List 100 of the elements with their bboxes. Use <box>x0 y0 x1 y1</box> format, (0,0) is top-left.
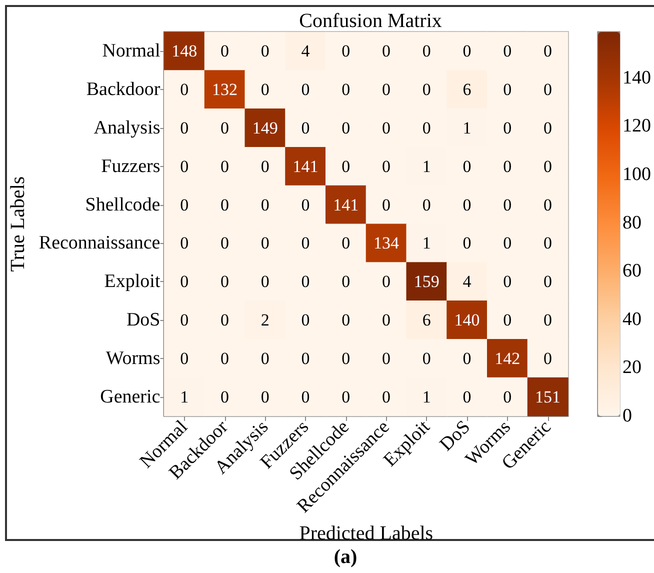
data-label: 0 <box>220 387 230 406</box>
color-bar-label: 0 <box>622 406 632 426</box>
data-label: 0 <box>382 156 391 176</box>
data-label: 0 <box>382 195 391 214</box>
data-label: 141 <box>333 195 359 214</box>
data-label: 0 <box>503 118 512 138</box>
chart-title: Confusion Matrix <box>299 10 442 32</box>
data-label: 4 <box>462 272 472 292</box>
text: (a) <box>334 546 358 568</box>
data-label: 0 <box>503 156 512 176</box>
data-label: 0 <box>503 387 512 406</box>
data-label: 0 <box>544 42 552 61</box>
data-label: 0 <box>462 195 472 214</box>
data-label: 0 <box>382 118 391 138</box>
data-label: 1 <box>462 118 472 138</box>
color-bar-label: 20 <box>622 357 642 378</box>
data-label: 0 <box>382 348 391 368</box>
data-label: 0 <box>503 234 512 253</box>
data-label: 0 <box>260 272 270 292</box>
data-label: 0 <box>260 234 270 253</box>
data-label: 0 <box>180 234 189 253</box>
data-label: 0 <box>382 310 391 330</box>
data-label: 0 <box>503 42 512 61</box>
data-label: 0 <box>382 387 391 406</box>
data-label: 1 <box>422 234 431 253</box>
data-label: 0 <box>544 348 552 368</box>
data-label: 0 <box>301 234 310 253</box>
data-label: 0 <box>342 387 350 406</box>
data-label: 159 <box>414 272 440 292</box>
data-label: 0 <box>462 42 472 61</box>
data-label: 0 <box>301 348 310 368</box>
y-tick-label: Exploit <box>104 271 161 292</box>
data-label: 0 <box>260 195 270 214</box>
y-tick-label: Shellcode <box>85 194 160 216</box>
data-label: 0 <box>220 118 230 138</box>
data-label: 141 <box>292 156 318 176</box>
color-bar-label: 80 <box>622 212 642 234</box>
data-label: 0 <box>180 118 189 138</box>
data-label: 0 <box>342 118 350 138</box>
data-label: 0 <box>544 195 552 214</box>
color-bar-label: 120 <box>622 116 651 137</box>
data-label: 6 <box>462 80 472 100</box>
color-bar-label: 140 <box>622 67 651 88</box>
data-label: 0 <box>301 80 310 100</box>
data-label: 0 <box>462 348 472 368</box>
data-label: 0 <box>260 156 270 176</box>
data-label: 2 <box>260 310 270 330</box>
data-label: 0 <box>422 348 431 368</box>
data-label: 0 <box>220 234 230 253</box>
data-label: 0 <box>422 118 431 138</box>
data-label: 0 <box>180 80 189 100</box>
data-label: 0 <box>503 195 512 214</box>
y-tick-label: Fuzzers <box>101 156 160 177</box>
x-axis-title: Predicted Labels <box>299 522 434 545</box>
y-tick-label: Reconnaissance <box>38 232 160 254</box>
data-label: 0 <box>503 272 512 292</box>
color-bar-label: 100 <box>622 164 651 185</box>
data-label: 0 <box>342 348 350 368</box>
data-label: 0 <box>342 310 350 330</box>
data-label: 0 <box>422 42 431 61</box>
data-label: 0 <box>301 310 310 330</box>
data-label: 0 <box>301 195 310 214</box>
data-label: 0 <box>503 80 512 100</box>
data-label: 1 <box>180 387 189 406</box>
data-label: 0 <box>503 310 512 330</box>
data-label: 0 <box>342 234 350 253</box>
data-label: 148 <box>172 42 198 61</box>
data-label: 0 <box>342 80 350 100</box>
y-tick-label: Generic <box>100 386 160 408</box>
data-label: 0 <box>544 156 552 176</box>
data-label: 151 <box>535 387 561 406</box>
data-label: 0 <box>462 387 472 406</box>
data-label: 0 <box>544 310 552 330</box>
y-tick-label: Analysis <box>94 118 160 138</box>
data-label: 0 <box>220 42 230 61</box>
y-tick-label: DoS <box>126 310 160 330</box>
data-label: 0 <box>544 272 552 292</box>
data-label: 0 <box>342 42 350 61</box>
data-label: 0 <box>180 156 189 176</box>
data-label: 134 <box>374 234 400 253</box>
data-label: 0 <box>382 80 391 100</box>
data-label: 132 <box>212 80 238 100</box>
data-label: 0 <box>462 234 472 253</box>
data-label: 0 <box>544 118 552 138</box>
data-label: 0 <box>544 234 552 253</box>
data-label: 1 <box>422 387 431 406</box>
data-label: 0 <box>544 80 552 100</box>
y-tick-label: Worms <box>106 348 160 369</box>
data-label: 149 <box>252 118 278 138</box>
data-label: 0 <box>301 272 310 292</box>
y-tick-label: Backdoor <box>86 79 161 100</box>
data-label: 0 <box>260 348 270 368</box>
data-label: 0 <box>422 80 431 100</box>
data-label: 0 <box>342 272 350 292</box>
data-label: 0 <box>180 348 189 368</box>
y-axis-title: True Labels <box>7 176 29 272</box>
data-label: 0 <box>342 156 350 176</box>
color-bar-label: 60 <box>622 260 642 282</box>
data-label: 140 <box>454 310 480 330</box>
data-label: 0 <box>382 272 391 292</box>
